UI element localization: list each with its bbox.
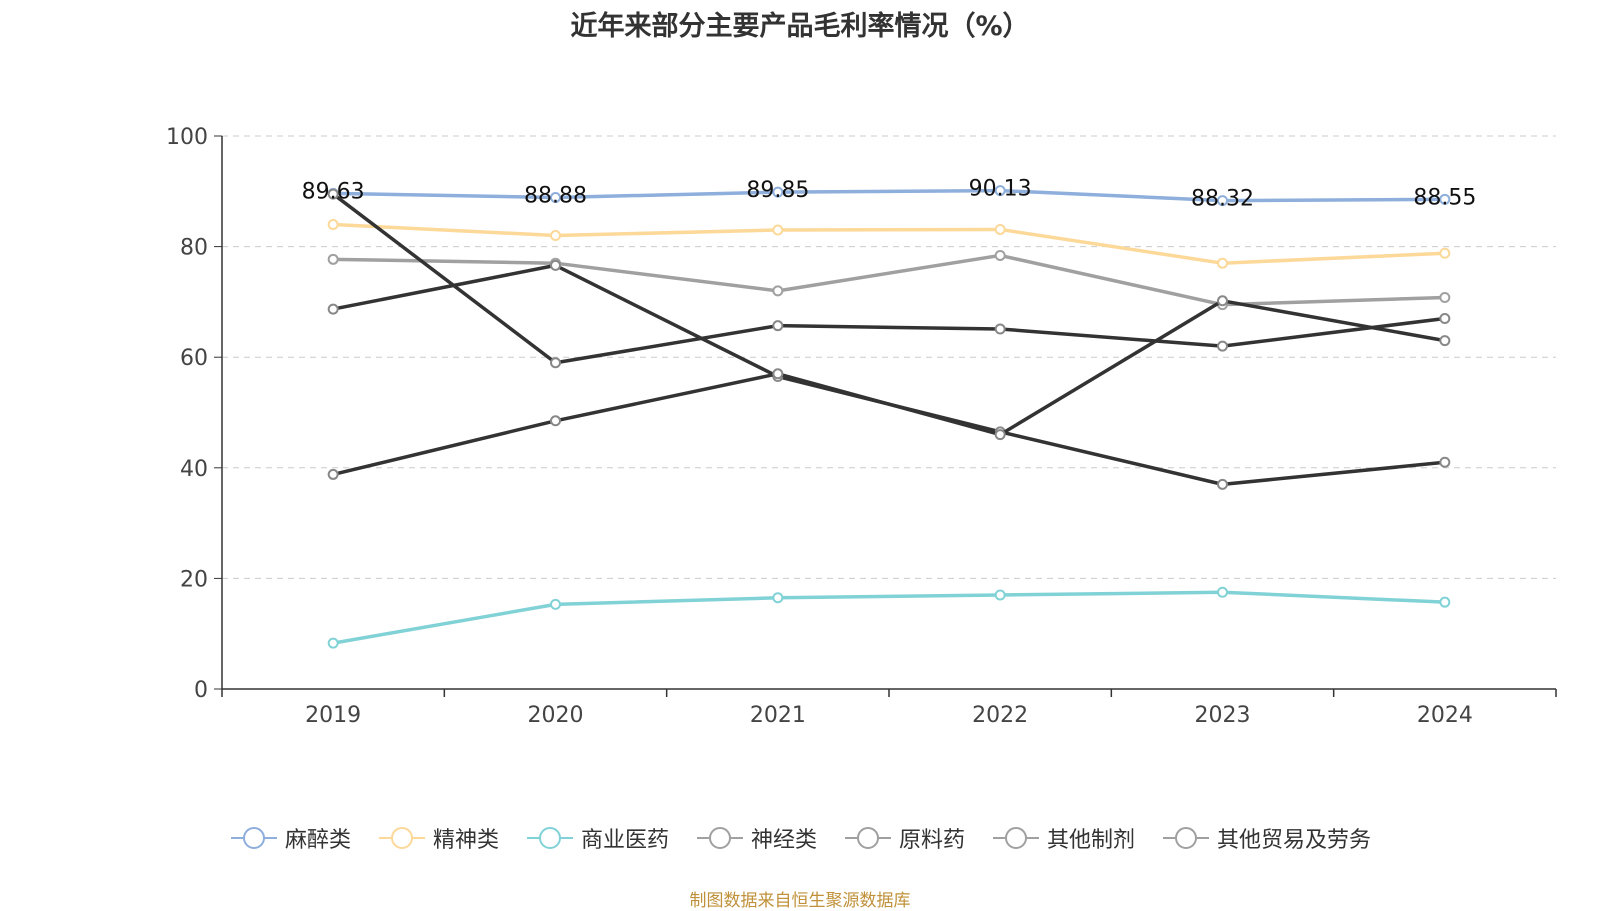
series-6 — [327, 188, 1451, 369]
x-tick-label: 2019 — [305, 703, 361, 728]
series-5 — [327, 295, 1451, 480]
legend-marker-icon — [993, 827, 1040, 849]
x-tick-label: 2021 — [750, 703, 806, 728]
series-4 — [327, 259, 1451, 490]
data-point[interactable] — [550, 598, 561, 610]
y-tick-label: 0 — [194, 678, 208, 703]
data-point[interactable] — [994, 249, 1006, 261]
series-line — [332, 192, 1446, 365]
data-point[interactable] — [772, 186, 784, 198]
data-point[interactable] — [772, 592, 784, 604]
data-label: 88.55 — [1413, 185, 1476, 210]
data-point[interactable] — [994, 185, 1006, 197]
legend-label: 其他贸易及劳务 — [1217, 828, 1372, 853]
legend-item[interactable]: 原料药 — [843, 822, 965, 854]
data-point[interactable] — [1217, 586, 1228, 598]
data-point[interactable] — [994, 323, 1006, 335]
chart-title: 近年来部分主要产品毛利率情况（%） — [570, 11, 1030, 42]
legend-label: 商业医药 — [580, 828, 669, 853]
axes: 0 20 40 60 80 100 2019 2020 2021 2022 2023 2024 — [166, 125, 1557, 728]
legend-item[interactable]: 其他贸易及劳务 — [1161, 822, 1371, 854]
data-point[interactable] — [994, 223, 1006, 235]
legend-label: 神经类 — [750, 828, 817, 853]
data-point[interactable] — [994, 429, 1006, 441]
data-point[interactable] — [1439, 247, 1451, 259]
legend-marker-icon — [526, 827, 573, 849]
legend-item[interactable]: 商业医药 — [525, 822, 669, 854]
legend-item[interactable]: 精神类 — [377, 822, 499, 854]
series-line — [333, 253, 1445, 307]
data-point[interactable] — [550, 191, 561, 203]
x-tick-label: 2020 — [528, 703, 584, 728]
data-point[interactable] — [1439, 335, 1451, 347]
data-point[interactable] — [1217, 340, 1228, 352]
legend-item[interactable]: 神经类 — [695, 822, 817, 854]
data-labels: 89.63 88.88 89.85 90.13 88.32 88.55 — [302, 177, 1477, 212]
data-point[interactable] — [1217, 257, 1228, 269]
legend-label: 原料药 — [899, 828, 966, 853]
legend-marker-icon — [230, 827, 277, 849]
data-label: 89.63 — [302, 179, 365, 204]
data-point[interactable] — [1439, 312, 1451, 324]
data-point[interactable] — [772, 320, 784, 332]
series-1 — [327, 218, 1451, 269]
data-point[interactable] — [1439, 596, 1451, 608]
x-tick-label: 2024 — [1417, 703, 1473, 728]
data-point[interactable] — [1439, 193, 1451, 205]
data-label: 88.32 — [1191, 187, 1254, 212]
y-tick-label: 20 — [180, 567, 208, 592]
legend-marker-icon — [696, 827, 743, 849]
source-note: 制图数据来自恒生聚源数据库 — [689, 891, 911, 911]
data-point[interactable] — [1217, 195, 1228, 207]
legend-label: 其他制剂 — [1047, 828, 1136, 853]
x-tick-label: 2022 — [972, 703, 1028, 728]
y-tick-label: 80 — [180, 236, 208, 261]
data-point[interactable] — [550, 259, 561, 271]
x-tick-label: 2023 — [1195, 703, 1251, 728]
data-label: 89.85 — [746, 178, 809, 203]
data-point[interactable] — [1439, 291, 1451, 303]
data-point[interactable] — [550, 415, 561, 427]
legend-marker-icon — [378, 827, 425, 849]
series-2 — [327, 586, 1451, 649]
legend-item[interactable]: 麻醉类 — [229, 822, 351, 854]
data-point[interactable] — [550, 230, 561, 242]
data-point[interactable] — [327, 253, 339, 265]
data-point[interactable] — [772, 368, 784, 380]
data-point[interactable] — [327, 303, 339, 315]
y-tick-label: 100 — [166, 125, 208, 150]
legend-marker-icon — [1163, 827, 1210, 849]
data-point[interactable] — [1439, 456, 1451, 468]
series-line — [333, 222, 1445, 265]
data-label: 88.88 — [524, 183, 587, 208]
data-point[interactable] — [327, 218, 339, 230]
series-line — [332, 299, 1446, 477]
data-point[interactable] — [327, 188, 339, 200]
legend-label: 精神类 — [432, 828, 499, 853]
series-0 — [327, 185, 1451, 207]
series-line — [333, 188, 1445, 203]
data-point[interactable] — [550, 357, 561, 369]
legend-marker-icon — [845, 827, 891, 849]
series-line — [332, 590, 1445, 645]
data-point[interactable] — [994, 589, 1006, 601]
data-point[interactable] — [327, 637, 339, 649]
legend-item[interactable]: 其他制剂 — [991, 822, 1135, 854]
data-point[interactable] — [327, 468, 339, 480]
y-tick-label: 40 — [180, 457, 208, 482]
data-point[interactable] — [1217, 295, 1228, 307]
grid-lines — [222, 135, 1556, 579]
series-lines — [327, 185, 1451, 649]
data-point[interactable] — [1217, 478, 1228, 490]
data-point[interactable] — [772, 224, 784, 236]
legend: 麻醉类 精神类 商业医药 神经类 原料药 其他制剂 其他贸易及劳务 — [0, 822, 1600, 854]
data-point[interactable] — [772, 285, 784, 297]
legend-label: 麻醉类 — [284, 828, 351, 853]
series-line — [332, 263, 1446, 487]
data-label: 90.13 — [969, 177, 1032, 202]
y-tick-label: 60 — [180, 346, 208, 371]
